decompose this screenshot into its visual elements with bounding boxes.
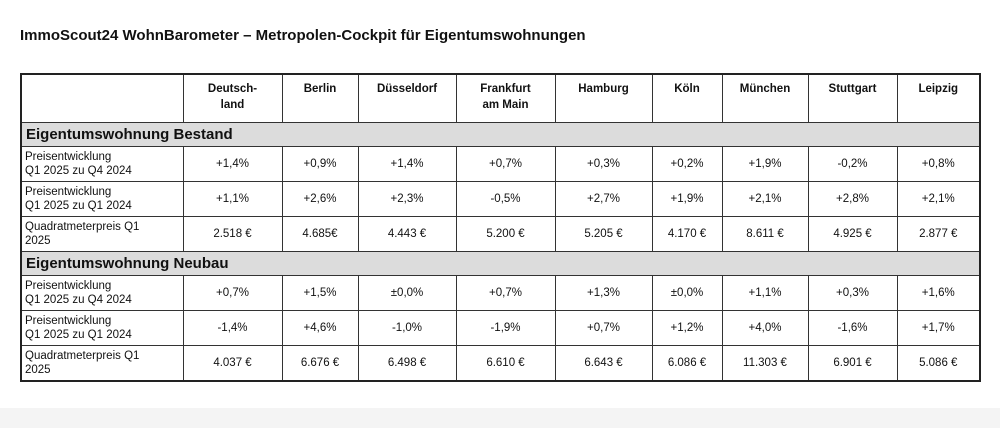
table-cell: 6.676 € — [281, 345, 359, 382]
table-cell: +0,9% — [281, 146, 359, 182]
table-cell: 5.205 € — [554, 216, 653, 252]
table-cell: +0,2% — [651, 146, 723, 182]
table-cell: +1,9% — [721, 146, 809, 182]
table-cell: -1,0% — [357, 310, 457, 346]
table-cell: +2,1% — [721, 181, 809, 217]
table-cell: -0,5% — [455, 181, 556, 217]
table-cell: +1,5% — [281, 275, 359, 311]
table-cell: 4.170 € — [651, 216, 723, 252]
column-header: Deutsch-land — [182, 73, 283, 123]
table-cell: +1,1% — [721, 275, 809, 311]
table-cell: ±0,0% — [651, 275, 723, 311]
table-cell: +0,3% — [807, 275, 898, 311]
table-cell: 6.498 € — [357, 345, 457, 382]
table-cell: 6.901 € — [807, 345, 898, 382]
table-row: Preisentwicklung Q1 2025 zu Q4 2024 +1,4% +… — [20, 146, 981, 182]
table-row: Preisentwicklung Q1 2025 zu Q1 2024 -1,4% +… — [20, 310, 981, 346]
table-cell: +1,2% — [651, 310, 723, 346]
row-label: Preisentwicklung Q1 2025 zu Q1 2024 — [20, 310, 184, 346]
column-header: Frankfurt am Main — [455, 73, 556, 123]
column-header: Berlin — [281, 73, 359, 123]
table-cell: +1,9% — [651, 181, 723, 217]
table-cell: +2,1% — [896, 181, 981, 217]
table-cell: 6.643 € — [554, 345, 653, 382]
column-header: Düsseldorf — [357, 73, 457, 123]
header-corner-cell — [20, 73, 184, 123]
table-cell: ±0,0% — [357, 275, 457, 311]
section-header-row: Eigentumswohnung Bestand — [20, 122, 981, 147]
table-cell: +0,7% — [554, 310, 653, 346]
table-row: Quadratmeterpreis Q1 2025 2.518 €4.685€ 4.4… — [20, 216, 981, 252]
column-header: Köln — [651, 73, 723, 123]
table-row: Preisentwicklung Q1 2025 zu Q1 2024 +1,1% +… — [20, 181, 981, 217]
row-label: Preisentwicklung Q1 2025 zu Q4 2024 — [20, 275, 184, 311]
table-cell: 6.610 € — [455, 345, 556, 382]
table-cell: 6.086 € — [651, 345, 723, 382]
header-row: Deutsch-land Berlin Düsseldorf Frankfurt am … — [20, 73, 981, 123]
table-cell: 8.611 € — [721, 216, 809, 252]
row-label: Quadratmeterpreis Q1 2025 — [20, 345, 184, 382]
table-cell: +4,0% — [721, 310, 809, 346]
section-title: Eigentumswohnung Neubau — [20, 251, 981, 276]
document-title: ImmoScout24 WohnBarometer – Metropolen-C… — [20, 27, 586, 44]
table-cell: +1,4% — [357, 146, 457, 182]
table-cell: +0,3% — [554, 146, 653, 182]
column-header: Hamburg — [554, 73, 653, 123]
table-cell: +1,3% — [554, 275, 653, 311]
table-row: Preisentwicklung Q1 2025 zu Q4 2024 +0,7% +… — [20, 275, 981, 311]
table-cell: +0,8% — [896, 146, 981, 182]
table-cell: -1,9% — [455, 310, 556, 346]
table-cell: +2,8% — [807, 181, 898, 217]
table-cell: +2,6% — [281, 181, 359, 217]
table-cell: 5.086 € — [896, 345, 981, 382]
row-label: Preisentwicklung Q1 2025 zu Q1 2024 — [20, 181, 184, 217]
table-cell: +2,3% — [357, 181, 457, 217]
table-cell: 4.685€ — [281, 216, 359, 252]
footer-band — [0, 408, 1000, 428]
column-header: Stuttgart — [807, 73, 898, 123]
row-label: Preisentwicklung Q1 2025 zu Q4 2024 — [20, 146, 184, 182]
table-cell: +0,7% — [455, 146, 556, 182]
table-cell: +0,7% — [455, 275, 556, 311]
table-cell: -1,6% — [807, 310, 898, 346]
column-header: München — [721, 73, 809, 123]
row-label: Quadratmeterpreis Q1 2025 — [20, 216, 184, 252]
table-cell: +2,7% — [554, 181, 653, 217]
section-header-row: Eigentumswohnung Neubau — [20, 251, 981, 276]
table-cell: +4,6% — [281, 310, 359, 346]
table-cell: 2.877 € — [896, 216, 981, 252]
table-cell: +0,7% — [182, 275, 283, 311]
table-cell: 4.443 € — [357, 216, 457, 252]
table-cell: -0,2% — [807, 146, 898, 182]
column-header: Leipzig — [896, 73, 981, 123]
table-cell: 4.925 € — [807, 216, 898, 252]
table-cell: 4.037 € — [182, 345, 283, 382]
table-cell: 2.518 € — [182, 216, 283, 252]
table-cell: +1,7% — [896, 310, 981, 346]
table-cell: +1,4% — [182, 146, 283, 182]
table-row: Quadratmeterpreis Q1 2025 4.037 €6.676 €6.… — [20, 345, 981, 382]
table-cell: +1,1% — [182, 181, 283, 217]
table-cell: +1,6% — [896, 275, 981, 311]
price-table: Deutsch-land Berlin Düsseldorf Frankfurt am … — [20, 73, 981, 382]
table-cell: 5.200 € — [455, 216, 556, 252]
section-title: Eigentumswohnung Bestand — [20, 122, 981, 147]
table-cell: -1,4% — [182, 310, 283, 346]
table-cell: 11.303 € — [721, 345, 809, 382]
